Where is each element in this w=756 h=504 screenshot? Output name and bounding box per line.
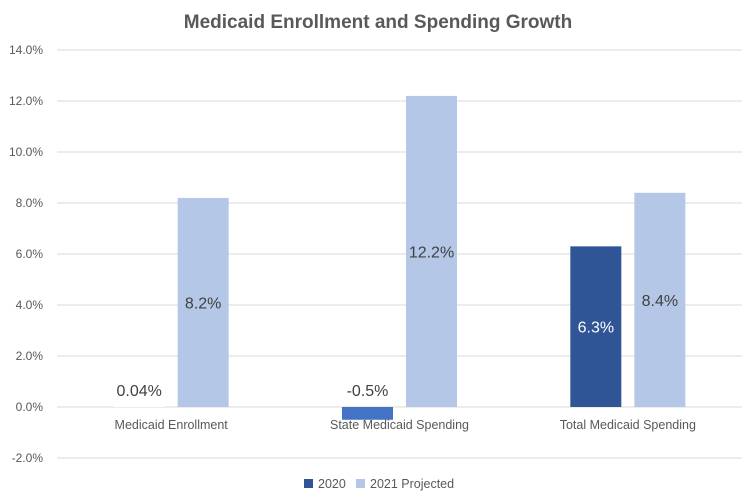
bar-2020-medicaid-enrollment [113, 405, 165, 407]
data-label-2020-state-medicaid-spending: -0.5% [347, 383, 389, 400]
bar-2020-state-medicaid-spending [342, 407, 393, 420]
legend-swatch-2021-projected [356, 479, 365, 488]
y-tick-label: 6.0% [16, 247, 44, 261]
legend-swatch-2020 [304, 479, 313, 488]
y-axis-tick-labels: -2.0% 0.0% 2.0% 4.0% 6.0% 8.0% 10.0% 12.0% 14.0% [9, 43, 43, 465]
y-tick-label: 4.0% [16, 298, 44, 312]
bar-2020-total-medicaid-spending [570, 246, 622, 407]
y-tick-label: 12.0% [9, 94, 43, 108]
data-label-2021-projected-total-medicaid-spending: 8.4% [642, 293, 678, 310]
legend: 2020 2021 Projected [304, 477, 454, 491]
data-label-2021-projected-medicaid-enrollment: 8.2% [185, 295, 221, 312]
legend-label-2021-projected: 2021 Projected [370, 477, 454, 491]
y-tick-label: 2.0% [16, 349, 44, 363]
data-label-2021-projected-state-medicaid-spending: 12.2% [409, 244, 454, 261]
y-tick-label: 8.0% [16, 196, 44, 210]
y-tick-label: 14.0% [9, 43, 43, 57]
y-tick-label: 0.0% [16, 400, 44, 414]
x-axis-category-labels: Medicaid Enrollment State Medicaid Spendi… [115, 418, 696, 432]
chart-title: Medicaid Enrollment and Spending Growth [184, 12, 572, 33]
category-label-medicaid-enrollment: Medicaid Enrollment [115, 418, 229, 432]
gridlines [57, 49, 742, 459]
data-label-2020-total-medicaid-spending: 6.3% [578, 320, 614, 337]
bar-2021-projected-medicaid-enrollment [177, 197, 229, 407]
data-labels: 0.04% 8.2% -0.5% 12.2% 6.3% 8.4% [116, 244, 678, 400]
bar-2021-projected-state-medicaid-spending [406, 95, 457, 408]
bar-2021-projected-total-medicaid-spending [634, 192, 686, 407]
bars [113, 95, 686, 420]
category-label-state-medicaid-spending: State Medicaid Spending [330, 418, 469, 432]
legend-label-2020: 2020 [318, 477, 346, 491]
y-tick-label: -2.0% [12, 451, 44, 465]
y-tick-label: 10.0% [9, 145, 43, 159]
data-label-2020-medicaid-enrollment: 0.04% [116, 383, 161, 400]
category-label-total-medicaid-spending: Total Medicaid Spending [560, 418, 696, 432]
